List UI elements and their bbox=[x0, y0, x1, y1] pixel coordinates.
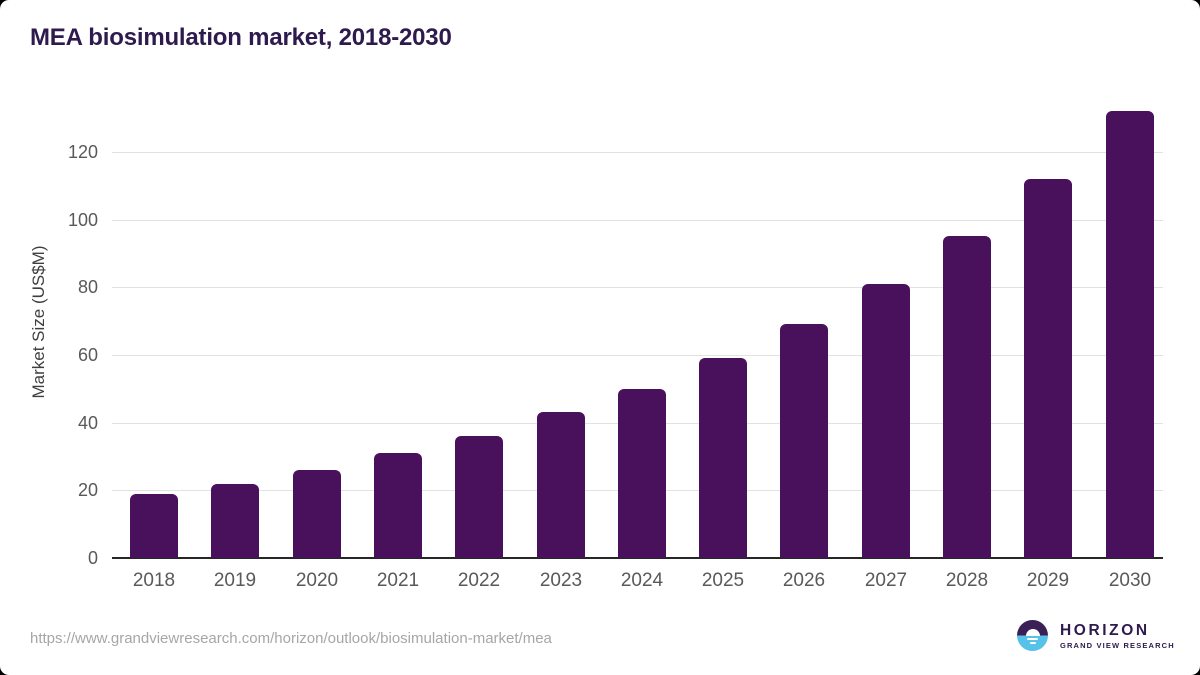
y-tick-label: 0 bbox=[87, 548, 98, 568]
x-tick-label: 2020 bbox=[295, 570, 339, 591]
gridline bbox=[112, 152, 1163, 153]
bar-2023 bbox=[537, 412, 585, 558]
logo-subtitle: GRAND VIEW RESEARCH bbox=[1060, 640, 1175, 650]
x-tick-label: 2027 bbox=[864, 570, 908, 591]
bar-2024 bbox=[618, 389, 666, 558]
bar-2022 bbox=[455, 436, 503, 558]
x-tick-label: 2023 bbox=[539, 570, 583, 591]
y-tick-label: 100 bbox=[67, 210, 98, 230]
x-tick-label: 2026 bbox=[782, 570, 826, 591]
x-tick-label: 2029 bbox=[1026, 570, 1070, 591]
gridline bbox=[112, 220, 1163, 221]
x-tick-label: 2018 bbox=[132, 570, 176, 591]
gridline bbox=[112, 355, 1163, 356]
y-tick-label: 120 bbox=[67, 142, 98, 162]
bar-2027 bbox=[862, 284, 910, 558]
y-tick-label: 80 bbox=[77, 277, 98, 297]
source-url: https://www.grandviewresearch.com/horizo… bbox=[30, 630, 552, 647]
wave-icon bbox=[1029, 642, 1036, 644]
logo-name: HORIZON bbox=[1060, 621, 1150, 639]
horizon-sun-icon bbox=[1017, 620, 1048, 651]
x-tick-label: 2028 bbox=[945, 570, 989, 591]
bar-2020 bbox=[293, 470, 341, 558]
y-tick-label: 20 bbox=[77, 480, 98, 500]
x-tick-label: 2024 bbox=[620, 570, 664, 591]
bar-2019 bbox=[211, 484, 259, 558]
bar-2025 bbox=[699, 358, 747, 558]
y-tick-label: 40 bbox=[77, 413, 98, 433]
x-tick-label: 2021 bbox=[376, 570, 420, 591]
x-tick-label: 2025 bbox=[701, 570, 745, 591]
bar-2026 bbox=[780, 324, 828, 558]
x-axis-line bbox=[112, 557, 1163, 559]
chart-title: MEA biosimulation market, 2018-2030 bbox=[30, 24, 452, 51]
x-tick-label: 2019 bbox=[213, 570, 257, 591]
bar-2029 bbox=[1024, 179, 1072, 558]
bar-2018 bbox=[130, 494, 178, 558]
x-tick-label: 2030 bbox=[1108, 570, 1152, 591]
y-tick-label: 60 bbox=[77, 345, 98, 365]
wave-icon bbox=[1027, 638, 1038, 640]
logo-text: HORIZON GRAND VIEW RESEARCH bbox=[1060, 622, 1175, 650]
x-tick-label: 2022 bbox=[457, 570, 501, 591]
bar-2021 bbox=[374, 453, 422, 558]
bar-2030 bbox=[1106, 111, 1154, 558]
bar-2028 bbox=[943, 236, 991, 558]
sun-icon bbox=[1025, 628, 1040, 636]
horizon-logo: HORIZON GRAND VIEW RESEARCH bbox=[1017, 620, 1175, 651]
gridline bbox=[112, 287, 1163, 288]
